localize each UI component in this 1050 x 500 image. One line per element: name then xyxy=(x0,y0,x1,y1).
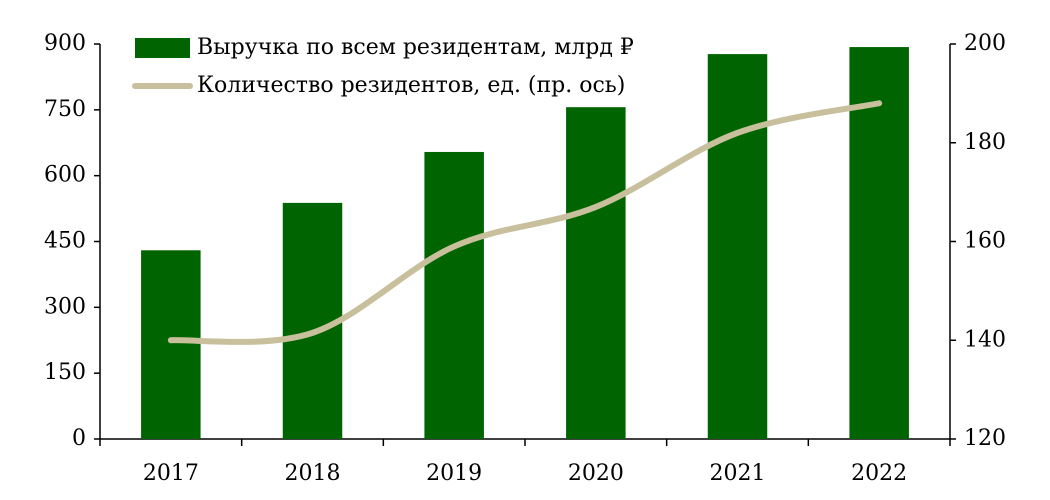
bar xyxy=(566,107,626,439)
x-tick-label: 2018 xyxy=(285,461,341,486)
legend-label: Количество резидентов, ед. (пр. ось) xyxy=(197,73,625,98)
bar xyxy=(282,202,343,439)
line xyxy=(167,100,883,345)
y-tick-label: 600 xyxy=(44,163,86,188)
y-tick-label: 450 xyxy=(44,229,86,254)
x-tick-label: 2021 xyxy=(710,461,766,486)
bar xyxy=(141,250,201,439)
y2-tick-label: 200 xyxy=(964,31,1006,56)
x-tick-label: 2019 xyxy=(426,461,482,486)
bar xyxy=(424,151,484,439)
y2-tick-label: 140 xyxy=(964,327,1006,352)
legend-swatch xyxy=(135,38,190,58)
x-tick-label: 2017 xyxy=(143,461,199,486)
x-tick-label: 2022 xyxy=(851,461,907,486)
legend-label: Выручка по всем резидентам, млрд ₽ xyxy=(197,35,634,60)
y-tick-label: 150 xyxy=(44,360,86,385)
y2-tick-label: 120 xyxy=(964,426,1006,451)
y-tick-label: 750 xyxy=(44,97,86,122)
y-tick-label: 900 xyxy=(44,31,86,56)
x-tick-label: 2020 xyxy=(568,461,624,486)
bar xyxy=(707,54,768,439)
y2-tick-label: 160 xyxy=(964,229,1006,254)
y2-tick-label: 180 xyxy=(964,130,1006,155)
y-tick-label: 300 xyxy=(44,294,86,319)
y-tick-label: 0 xyxy=(72,426,86,451)
bar xyxy=(849,47,909,439)
